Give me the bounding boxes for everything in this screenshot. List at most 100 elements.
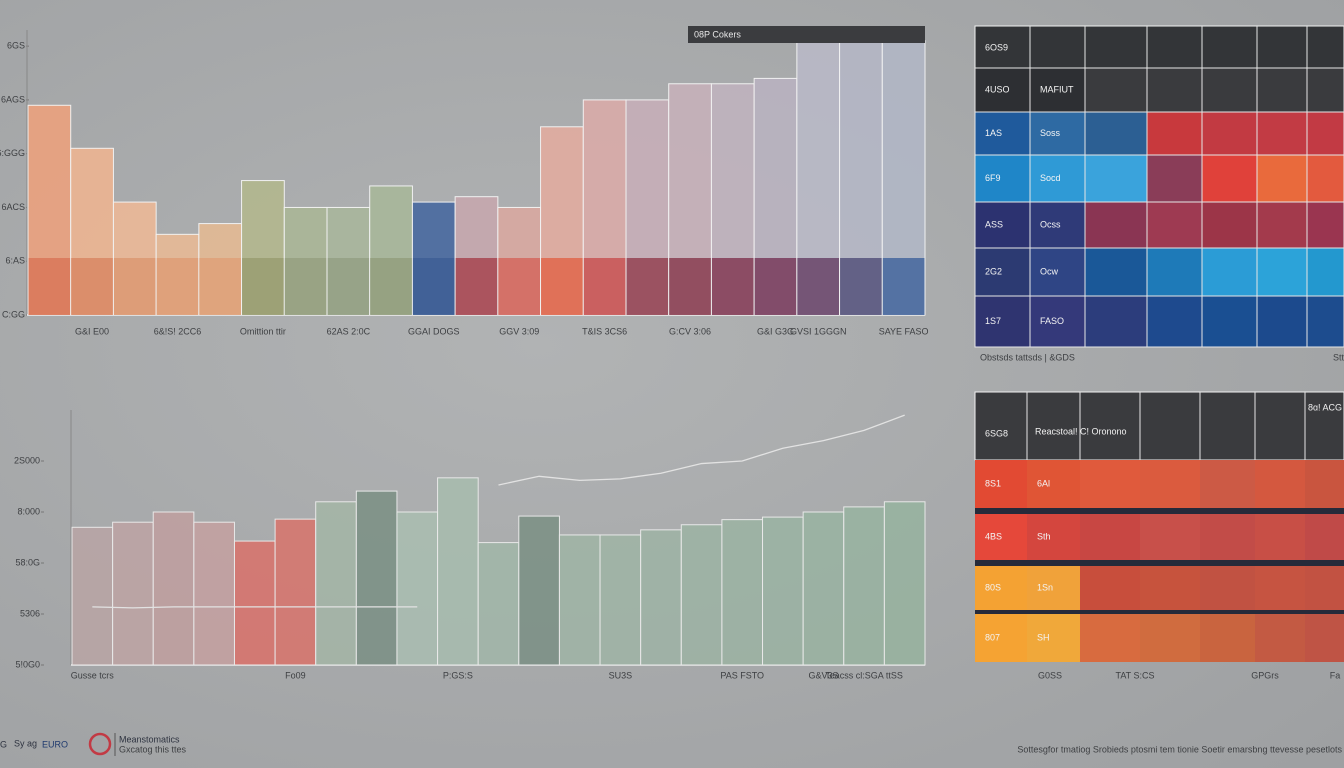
table-cell <box>1201 295 1258 348</box>
bar <box>558 534 601 666</box>
table-cell <box>1140 566 1200 610</box>
brand-ring <box>88 732 112 756</box>
line <box>92 606 418 609</box>
table-cell <box>1146 111 1203 156</box>
table-cell <box>1080 566 1140 610</box>
y-tick-label: 6:GGG <box>0 148 25 158</box>
table-cell <box>1305 614 1344 662</box>
bar <box>152 511 195 666</box>
x-tick-label: SAYE FASO <box>879 326 929 336</box>
bar-shade <box>711 258 754 315</box>
bar <box>71 526 114 666</box>
bar <box>437 477 479 666</box>
table-cell <box>1305 514 1344 560</box>
x-tick-label: Gusse tcrs <box>71 670 115 680</box>
bar-shade <box>113 258 156 315</box>
table-cell <box>1256 67 1308 113</box>
table-cell <box>1084 111 1148 156</box>
table-cell <box>1084 154 1148 203</box>
table-cell <box>1146 154 1203 203</box>
bar-shade <box>797 258 840 315</box>
bar-shade <box>156 258 199 315</box>
brand-mark: G <box>0 739 7 749</box>
bar <box>762 516 804 666</box>
bar-shade <box>498 258 541 315</box>
table-corner: 8ɑ! ACG <box>1308 402 1342 412</box>
bar-shade <box>583 258 626 315</box>
table-cell <box>1201 201 1258 249</box>
y-tick-label: 8:000 <box>17 506 40 516</box>
table-cell <box>1305 460 1344 508</box>
row-label: 80S <box>985 582 1001 592</box>
x-tick-label: GVSI 1GGGN <box>790 326 847 336</box>
row-label: 807 <box>985 632 1000 642</box>
table-cell <box>1146 295 1203 348</box>
bar <box>274 518 317 666</box>
table-cell <box>1306 154 1344 203</box>
bar-shade <box>71 258 113 315</box>
bar-shade <box>626 258 669 315</box>
table-cell <box>1146 201 1203 249</box>
table-cell <box>974 295 1031 348</box>
table-cell <box>1306 111 1344 156</box>
table-cell <box>1255 614 1305 662</box>
table-cell <box>1027 460 1080 508</box>
x-tick-label: 62AS 2:0C <box>327 326 371 336</box>
bar <box>193 521 235 666</box>
table-cell <box>1080 514 1140 560</box>
y-tick-label: 5306 <box>20 608 40 618</box>
brand-logo: EURO <box>42 739 68 749</box>
table-header <box>974 391 1344 461</box>
row-sublabel: SH <box>1037 632 1050 642</box>
table-cell <box>1306 67 1344 113</box>
table-footer: Fa <box>1330 670 1341 680</box>
table-cell <box>1200 460 1255 508</box>
bar-shade <box>412 258 455 315</box>
table-footer: TAT S:CS <box>1115 670 1154 680</box>
table-cell <box>1029 201 1086 249</box>
table-cell <box>1306 295 1344 348</box>
row-label: 8S1 <box>985 478 1001 488</box>
table-cell <box>1201 67 1258 113</box>
table-cell <box>1084 247 1148 297</box>
table-title: Reacstoal! C! Oronono <box>1035 426 1127 436</box>
bar-shade <box>199 258 242 315</box>
row-label: 4BS <box>985 531 1002 541</box>
row-label: 6F9 <box>985 173 1001 183</box>
table-cell <box>1200 514 1255 560</box>
table-cell <box>1027 566 1080 610</box>
table-cell <box>1027 614 1080 662</box>
table-cell <box>1140 614 1200 662</box>
table-footer: Obstsds tattsds | &GDS <box>980 352 1075 362</box>
y-tick-label: 6GS <box>7 41 25 51</box>
brand-subline: Gxcatog this ttes <box>119 744 187 754</box>
x-tick-label: GGV 3:09 <box>499 326 539 336</box>
line <box>498 414 905 486</box>
y-tick-label: 2S000 <box>14 455 40 465</box>
x-tick-label: GGAI DOGS <box>408 326 460 336</box>
table-cell <box>1080 614 1140 662</box>
bar-shade <box>28 258 71 315</box>
bar <box>599 534 642 666</box>
table-cell <box>1029 111 1086 156</box>
table-cell <box>974 201 1031 249</box>
y-tick-label: 58:0G <box>15 557 40 567</box>
row-sublabel: Ocss <box>1040 219 1061 229</box>
bar <box>233 540 276 666</box>
table-cell <box>1256 154 1308 203</box>
table-cell <box>1201 154 1258 203</box>
bar <box>112 521 154 666</box>
x-tick-label: SU3S <box>609 670 633 680</box>
table-cell <box>1080 460 1140 508</box>
table-cell <box>1146 247 1203 297</box>
table-cell <box>1256 111 1308 156</box>
bar-shade <box>669 258 711 315</box>
table-cell <box>974 67 1031 113</box>
table-cell <box>1084 201 1148 249</box>
bar-shade <box>242 258 284 315</box>
brand-tagline: Meanstomatics <box>119 734 180 744</box>
row-label: 2G2 <box>985 266 1002 276</box>
bar-shade <box>370 258 412 315</box>
bar <box>680 524 723 666</box>
x-tick-label: G&I E00 <box>75 326 109 336</box>
